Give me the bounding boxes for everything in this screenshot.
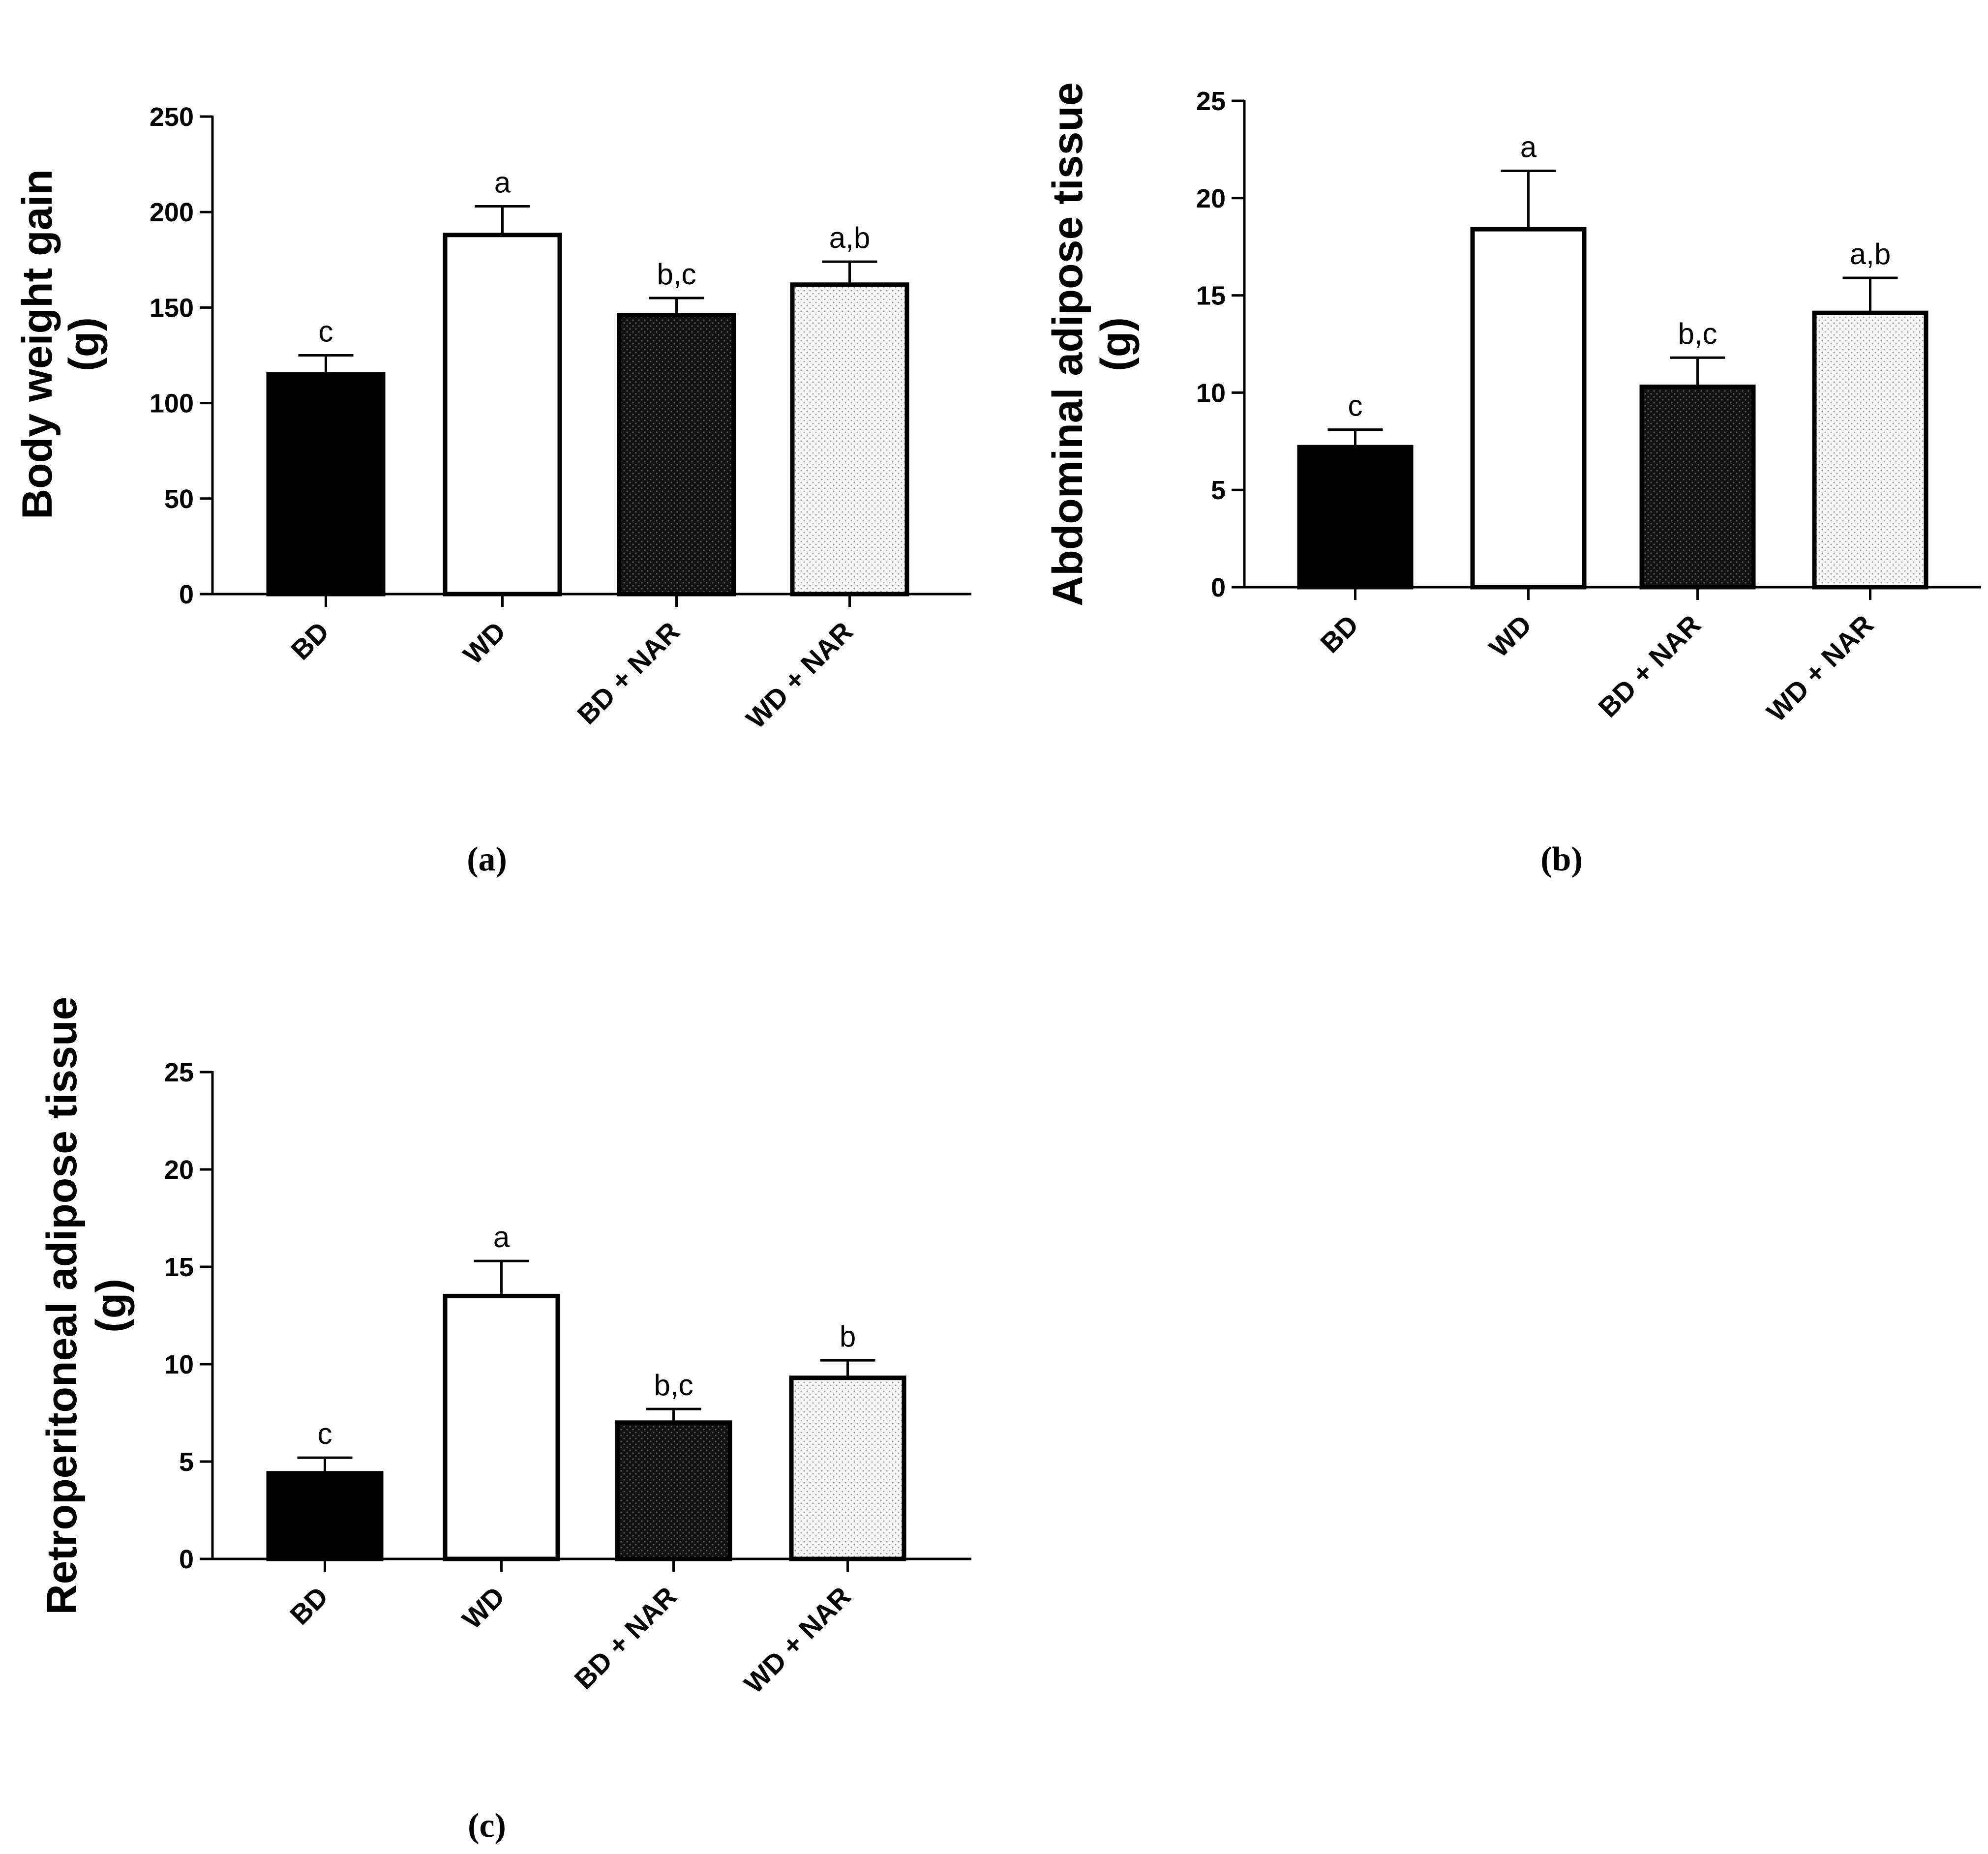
y-tick-label: 0: [179, 1545, 194, 1574]
plot-area: 0 5 10 15 20 25 c BD a WD b,c BD + NAR a,b WD + NAR: [1196, 87, 1981, 727]
y-axis-title-line1: Retroperitoneal adipose tissue: [38, 997, 86, 1615]
y-axis-title-line1: Abdominal adipose tissue: [1044, 82, 1091, 606]
y-tick-label: 200: [150, 198, 194, 227]
y-tick-label: 250: [150, 102, 194, 132]
bar-wd: [443, 233, 562, 597]
bar-wd-nar: [1812, 310, 1928, 590]
y-axis-title-line1: Body weight gain: [14, 169, 61, 519]
x-category-label: BD + NAR: [571, 616, 686, 730]
y-tick-label: 50: [164, 484, 194, 514]
y-tick-label: 100: [150, 389, 194, 419]
x-category-label: WD: [457, 616, 512, 670]
panel-a: Body weight gain (g) 0 50 100 150 200 250 c BD a…: [14, 102, 971, 878]
significance-label: a: [494, 166, 511, 199]
y-tick-label: 25: [1196, 87, 1226, 116]
bar-bd-nar: [1639, 385, 1756, 590]
y-tick-label: 0: [179, 580, 194, 609]
plot-area: 0 50 100 150 200 250 c BD a WD b,c BD + NAR a,b WD + …: [150, 102, 971, 734]
bar-bd-nar: [615, 1420, 732, 1561]
y-tick-label: 25: [164, 1058, 194, 1087]
x-category-label: BD + NAR: [568, 1581, 683, 1695]
x-category-label: BD + NAR: [1592, 609, 1707, 723]
significance-label: b,c: [1678, 317, 1717, 350]
x-category-label: WD + NAR: [1761, 609, 1879, 727]
y-axis-title-line2: (g): [1092, 317, 1140, 371]
significance-label: c: [318, 1417, 332, 1450]
y-tick-label: 0: [1211, 573, 1226, 602]
y-tick-label: 10: [164, 1350, 194, 1379]
bar-wd: [1470, 227, 1587, 590]
significance-label: a: [1520, 130, 1537, 163]
significance-label: b: [840, 1320, 856, 1353]
significance-label: b,c: [657, 258, 696, 291]
significance-label: c: [1348, 389, 1363, 422]
x-category-label: WD + NAR: [740, 616, 859, 734]
x-category-label: WD + NAR: [738, 1581, 857, 1699]
y-axis-title-line2: (g): [88, 1279, 135, 1333]
y-tick-label: 10: [1196, 378, 1226, 408]
panel-c: Retroperitoneal adipose tissue (g) 0 5 10 1…: [38, 997, 971, 1845]
bar-bd-nar: [617, 313, 736, 597]
y-tick-label: 5: [179, 1447, 194, 1477]
bar-wd-nar: [789, 1376, 906, 1561]
bar-wd-nar: [790, 282, 909, 597]
bar-bd: [266, 1471, 384, 1561]
y-tick-label: 15: [164, 1253, 194, 1282]
significance-label: a: [493, 1221, 510, 1254]
y-axis-title-line2: (g): [60, 317, 108, 371]
significance-label: c: [319, 315, 333, 348]
panel-b: Abdominal adipose tissue (g) 0 5 10 15 20 25 c…: [1044, 82, 1981, 878]
significance-label: b,c: [654, 1369, 693, 1402]
panel-label: (b): [1540, 840, 1583, 878]
y-tick-label: 150: [150, 293, 194, 323]
bar-wd: [443, 1293, 560, 1561]
bar-bd: [1297, 445, 1414, 590]
x-category-label: BD: [1314, 609, 1364, 659]
y-tick-label: 5: [1211, 476, 1226, 505]
x-category-label: BD: [284, 1581, 334, 1631]
x-category-label: WD: [456, 1581, 511, 1635]
panel-label: (c): [468, 1807, 506, 1845]
x-category-label: WD: [1483, 609, 1537, 663]
y-tick-label: 20: [164, 1155, 194, 1185]
bar-bd: [266, 372, 386, 597]
y-tick-label: 15: [1196, 281, 1226, 311]
panel-label: (a): [467, 840, 507, 878]
significance-label: a,b: [829, 221, 870, 254]
x-category-label: BD: [285, 616, 335, 666]
y-tick-label: 20: [1196, 184, 1226, 213]
plot-area: 0 5 10 15 20 25 c BD a WD b,c BD + NAR b WD + NAR: [164, 1058, 971, 1699]
significance-label: a,b: [1850, 238, 1891, 270]
